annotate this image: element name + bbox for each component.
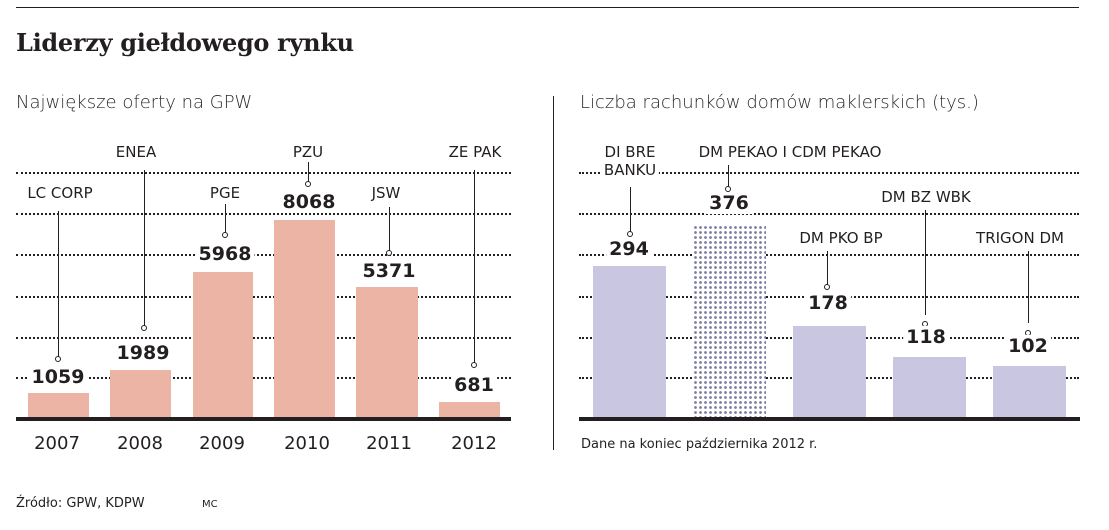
value-label: 8068 bbox=[279, 191, 339, 213]
x-axis-tick: 2012 bbox=[451, 433, 497, 454]
leader-line bbox=[630, 187, 631, 232]
broker-label: DM PEKAO I CDM PEKAO bbox=[695, 143, 885, 161]
bar-trigon-dm bbox=[993, 366, 1066, 419]
right-chart-title: Liczba rachunków domów maklerskich (tys.… bbox=[580, 92, 979, 113]
company-label: PZU bbox=[289, 143, 327, 161]
value-label: 1989 bbox=[113, 342, 173, 364]
gridline bbox=[579, 254, 1079, 256]
left-chart-title: Największe oferty na GPW bbox=[16, 92, 253, 113]
leader-line bbox=[925, 210, 926, 315]
right-baseline bbox=[579, 417, 1080, 421]
broker-label: DM BZ WBK bbox=[878, 188, 974, 206]
leader-line bbox=[389, 207, 390, 252]
broker-label: DM PKO BP bbox=[796, 229, 886, 247]
gridline bbox=[16, 254, 511, 256]
leader-dot bbox=[627, 231, 633, 237]
value-label: 118 bbox=[903, 326, 949, 348]
x-axis-tick: 2007 bbox=[34, 433, 80, 454]
broker-label-line: BANKU bbox=[603, 161, 657, 179]
leader-line bbox=[144, 170, 145, 328]
bar-2010 bbox=[274, 220, 335, 419]
leader-line bbox=[308, 162, 309, 182]
x-axis-tick: 2008 bbox=[117, 433, 163, 454]
leader-line bbox=[225, 204, 226, 234]
gridline bbox=[16, 296, 511, 298]
leader-dot bbox=[141, 325, 147, 331]
author-initials: MC bbox=[202, 499, 218, 510]
bar-dm-bz-wbk bbox=[893, 357, 966, 419]
leader-dot bbox=[725, 186, 731, 192]
broker-label: DI BRE BANKU bbox=[600, 143, 660, 179]
value-label: 5968 bbox=[195, 243, 255, 265]
bar-dm-pko-bp bbox=[793, 326, 866, 419]
leader-dot bbox=[824, 284, 830, 290]
bar-2008 bbox=[110, 370, 171, 419]
broker-label-line: DI BRE bbox=[604, 143, 656, 161]
value-label: 5371 bbox=[359, 260, 419, 282]
left-baseline bbox=[16, 417, 511, 421]
leader-line bbox=[58, 211, 59, 358]
broker-label: TRIGON DM bbox=[973, 229, 1067, 247]
value-label: 294 bbox=[606, 238, 652, 260]
bar-dm-pekao bbox=[693, 225, 766, 419]
leader-dot bbox=[305, 181, 311, 187]
leader-dot bbox=[55, 356, 61, 362]
data-note: Dane na koniec października 2012 r. bbox=[581, 437, 818, 452]
value-label: 178 bbox=[805, 292, 851, 314]
bar-2007 bbox=[28, 393, 89, 419]
top-rule bbox=[16, 7, 1079, 8]
company-label: PGE bbox=[206, 184, 244, 202]
leader-dot bbox=[471, 362, 477, 368]
value-label: 376 bbox=[706, 192, 752, 214]
value-label: 1059 bbox=[28, 366, 88, 388]
company-label: ENEA bbox=[112, 143, 160, 161]
bar-2009 bbox=[193, 272, 253, 419]
company-label: JSW bbox=[368, 184, 404, 202]
leader-dot bbox=[386, 250, 392, 256]
panel-divider bbox=[553, 96, 554, 450]
x-axis-tick: 2011 bbox=[366, 433, 412, 454]
gridline bbox=[16, 213, 511, 215]
leader-line bbox=[827, 251, 828, 285]
leader-dot bbox=[222, 232, 228, 238]
value-label: 102 bbox=[1005, 335, 1051, 357]
leader-line bbox=[1028, 251, 1029, 323]
x-axis-tick: 2009 bbox=[199, 433, 245, 454]
page-title: Liderzy giełdowego rynku bbox=[16, 28, 354, 57]
value-label: 681 bbox=[451, 374, 497, 396]
bar-di-bre-banku bbox=[593, 266, 666, 419]
gridline bbox=[16, 172, 511, 174]
bar-2012 bbox=[439, 402, 500, 419]
source-note: Źródło: GPW, KDPW bbox=[16, 496, 145, 511]
company-label: LC CORP bbox=[24, 184, 96, 202]
gridline bbox=[16, 377, 511, 379]
leader-line bbox=[728, 165, 729, 187]
gridline bbox=[579, 213, 1079, 215]
leader-line bbox=[474, 170, 475, 364]
gridline bbox=[16, 337, 511, 339]
bar-2011 bbox=[356, 287, 418, 419]
x-axis-tick: 2010 bbox=[284, 433, 330, 454]
gridline bbox=[579, 172, 1079, 174]
company-label: ZE PAK bbox=[445, 143, 505, 161]
